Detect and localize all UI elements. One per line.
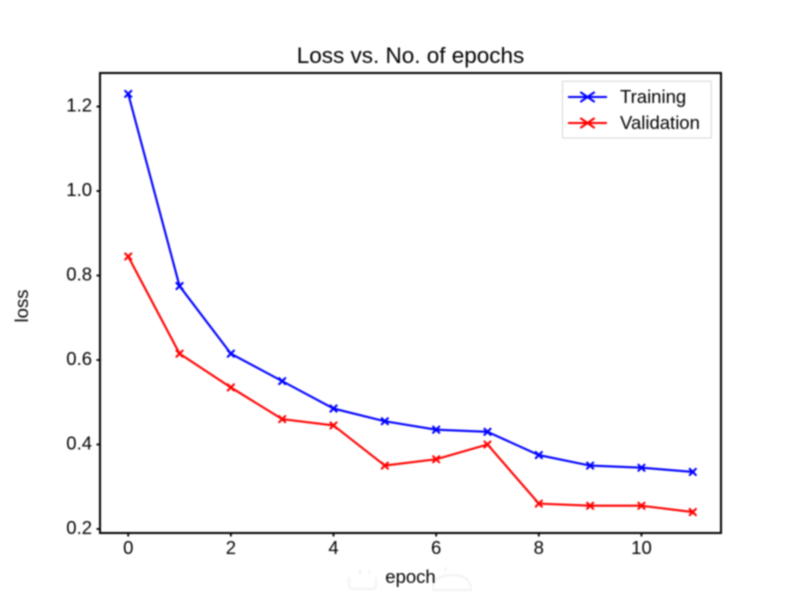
svg-text:8: 8	[534, 537, 544, 558]
svg-text:0.4: 0.4	[66, 432, 92, 453]
svg-text:2: 2	[226, 537, 236, 558]
svg-text:epoch: epoch	[385, 566, 435, 587]
svg-text:0: 0	[123, 537, 133, 558]
svg-text:6: 6	[431, 537, 441, 558]
svg-text:1.2: 1.2	[66, 94, 92, 115]
svg-text:Loss vs. No. of epochs: Loss vs. No. of epochs	[297, 43, 525, 68]
svg-text:10: 10	[631, 537, 652, 558]
svg-text:loss: loss	[11, 290, 32, 323]
svg-text:4: 4	[328, 537, 338, 558]
svg-text:1.0: 1.0	[66, 179, 92, 200]
svg-text:Validation: Validation	[620, 112, 700, 133]
svg-text:Training: Training	[620, 86, 686, 107]
svg-text:0.8: 0.8	[66, 263, 92, 284]
svg-text:0.6: 0.6	[66, 348, 92, 369]
svg-text:0.2: 0.2	[66, 517, 92, 538]
